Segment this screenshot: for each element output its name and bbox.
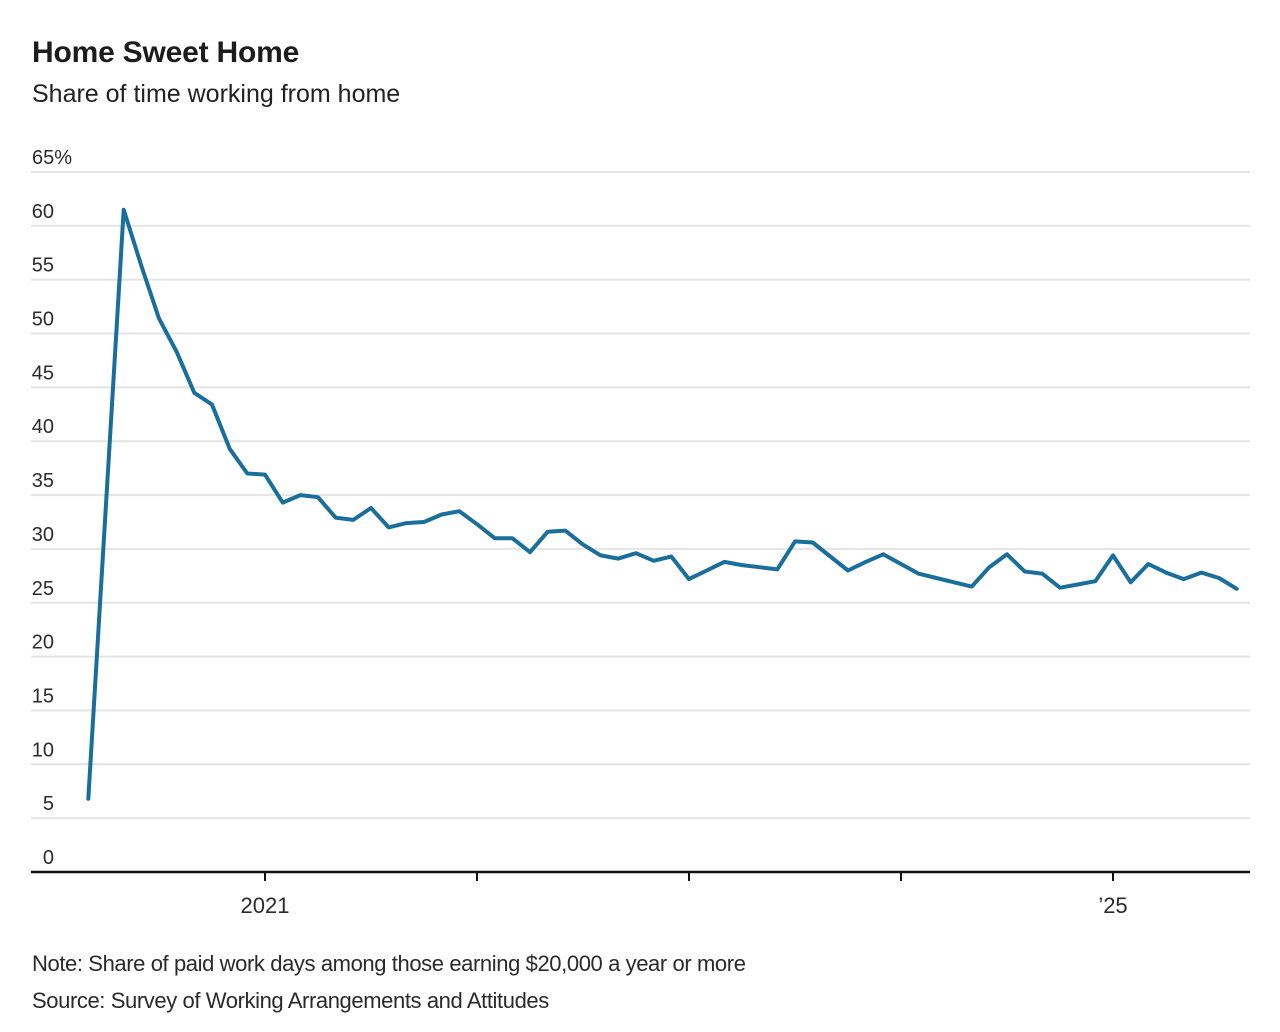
- wfh-share-line: [86, 207, 1239, 801]
- chart-note: Note: Share of paid work days among thos…: [32, 951, 746, 976]
- x-axis: 2021 ’25: [31, 870, 1250, 918]
- y-tick-label: 25: [32, 578, 54, 600]
- y-tick-label: 45: [32, 362, 54, 384]
- y-tick-label: 15: [32, 685, 54, 707]
- chart-title: Home Sweet Home: [32, 36, 300, 69]
- y-tick-label: 50: [32, 309, 54, 331]
- chart-source: Source: Survey of Working Arrangements a…: [32, 988, 549, 1013]
- y-tick-label: 20: [32, 632, 54, 654]
- grid-lines: [31, 171, 1250, 820]
- y-tick-label: 5: [43, 793, 54, 815]
- y-tick-label: 60: [32, 201, 54, 223]
- y-tick-label: 10: [32, 739, 54, 761]
- x-tick-label-2025: ’25: [1098, 893, 1127, 918]
- y-tick-label: 0: [43, 847, 54, 869]
- y-tick-label: 30: [32, 524, 54, 546]
- y-tick-label: 35: [32, 470, 54, 492]
- y-tick-label: 40: [32, 416, 54, 438]
- chart-subtitle: Share of time working from home: [32, 80, 401, 108]
- y-tick-label: 65%: [32, 147, 72, 169]
- y-tick-label: 55: [32, 255, 54, 277]
- x-tick-label-2021: 2021: [241, 893, 290, 918]
- series-line: [86, 207, 1239, 801]
